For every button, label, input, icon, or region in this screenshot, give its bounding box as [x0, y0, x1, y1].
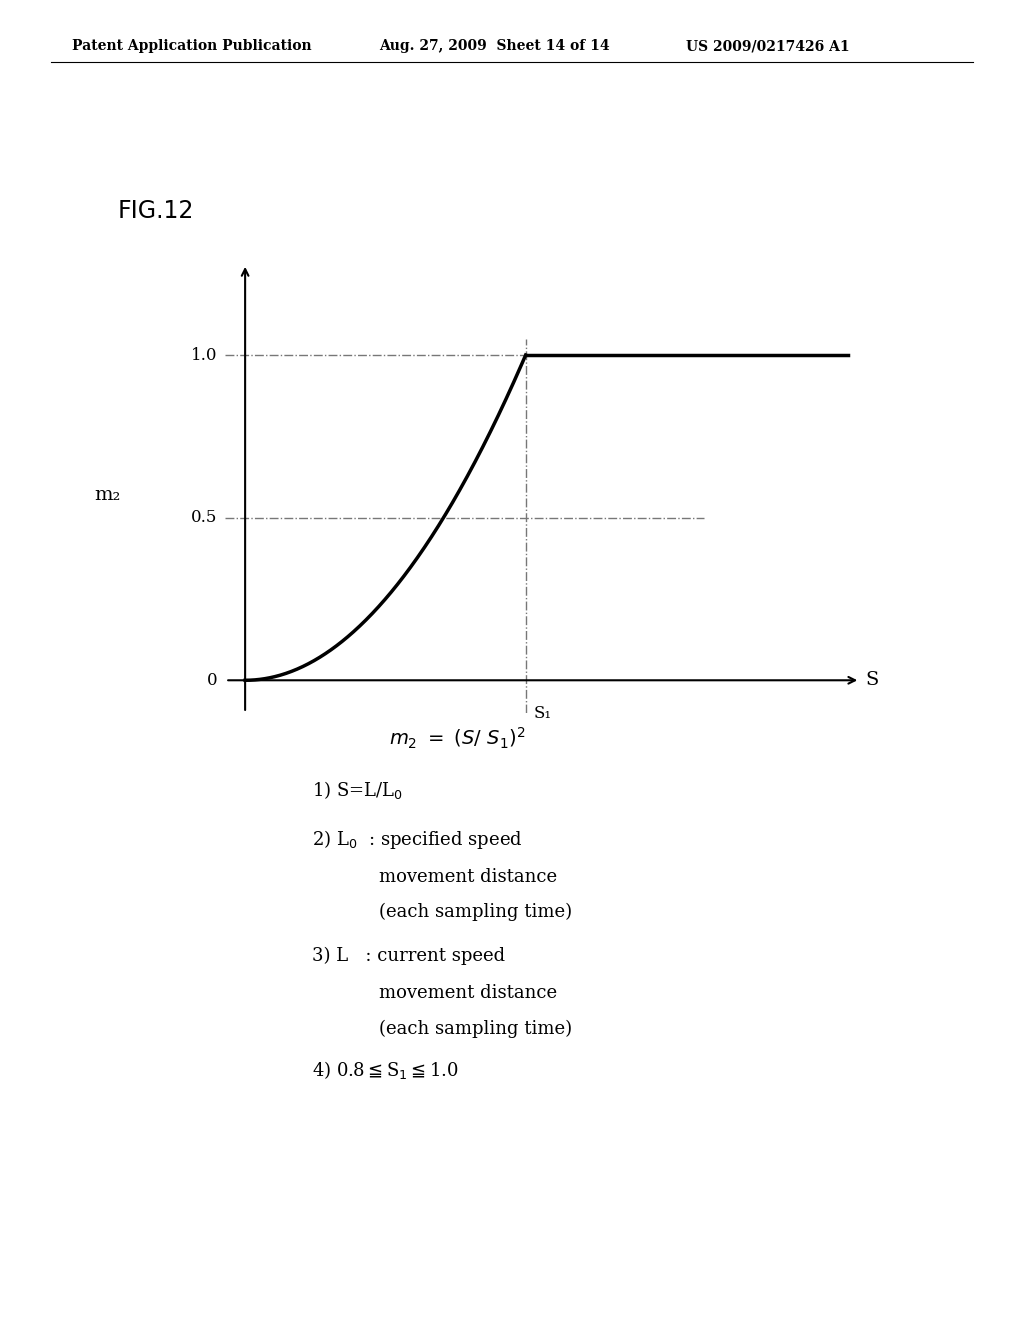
Text: Aug. 27, 2009  Sheet 14 of 14: Aug. 27, 2009 Sheet 14 of 14	[379, 40, 609, 53]
Text: S₁: S₁	[534, 705, 552, 722]
Text: (each sampling time): (each sampling time)	[379, 1019, 572, 1038]
Text: 0.5: 0.5	[190, 510, 217, 527]
Text: m₂: m₂	[94, 486, 121, 504]
Text: movement distance: movement distance	[379, 867, 557, 886]
Text: 4) 0.8$\leqq$S$_1$$\leqq$1.0: 4) 0.8$\leqq$S$_1$$\leqq$1.0	[312, 1059, 459, 1081]
Text: 3) L   : current speed: 3) L : current speed	[312, 946, 506, 965]
Text: (each sampling time): (each sampling time)	[379, 903, 572, 921]
Text: $m_2\ =\ (S/\ S_1)^2$: $m_2\ =\ (S/\ S_1)^2$	[389, 726, 525, 751]
Text: 2) L$_0$  : specified speed: 2) L$_0$ : specified speed	[312, 828, 523, 851]
Text: 0: 0	[207, 672, 217, 689]
Text: S: S	[865, 672, 879, 689]
Text: Patent Application Publication: Patent Application Publication	[72, 40, 311, 53]
Text: 1) S=L/L$_0$: 1) S=L/L$_0$	[312, 779, 403, 801]
Text: FIG.12: FIG.12	[118, 199, 195, 223]
Text: US 2009/0217426 A1: US 2009/0217426 A1	[686, 40, 850, 53]
Text: 1.0: 1.0	[190, 347, 217, 363]
Text: movement distance: movement distance	[379, 983, 557, 1002]
